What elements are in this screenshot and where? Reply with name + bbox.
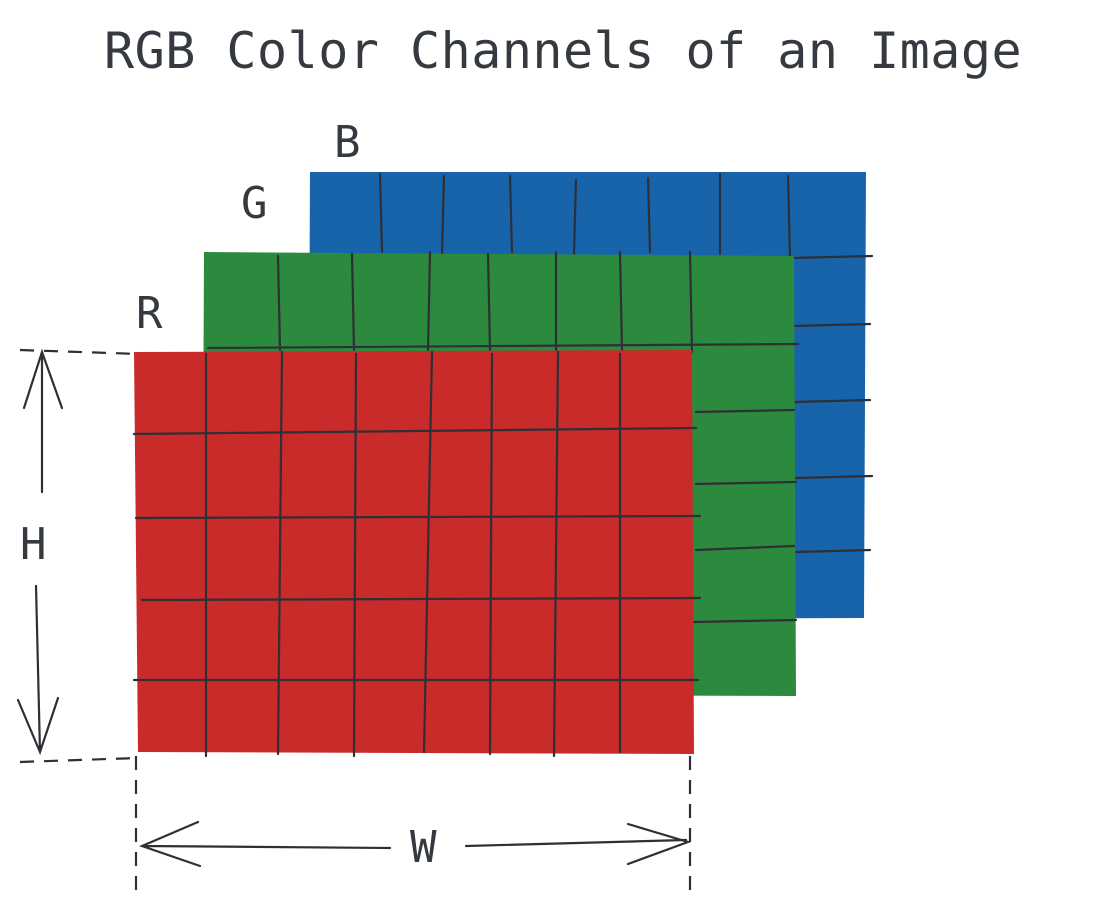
width-label: W bbox=[410, 822, 437, 873]
height-label: H bbox=[20, 519, 47, 570]
height-dimension bbox=[16, 348, 141, 764]
red-channel-fill bbox=[134, 350, 694, 754]
red-channel-label: R bbox=[136, 288, 163, 339]
blue-channel-grid bbox=[378, 172, 874, 554]
red-channel bbox=[132, 350, 702, 758]
diagram-title: RGB Color Channels of an Image bbox=[104, 22, 1023, 80]
width-dimension bbox=[134, 756, 692, 900]
green-channel-grid bbox=[206, 250, 800, 624]
green-channel-label: G bbox=[241, 178, 268, 229]
red-channel-grid bbox=[132, 350, 702, 758]
blue-channel-label: B bbox=[334, 117, 361, 168]
